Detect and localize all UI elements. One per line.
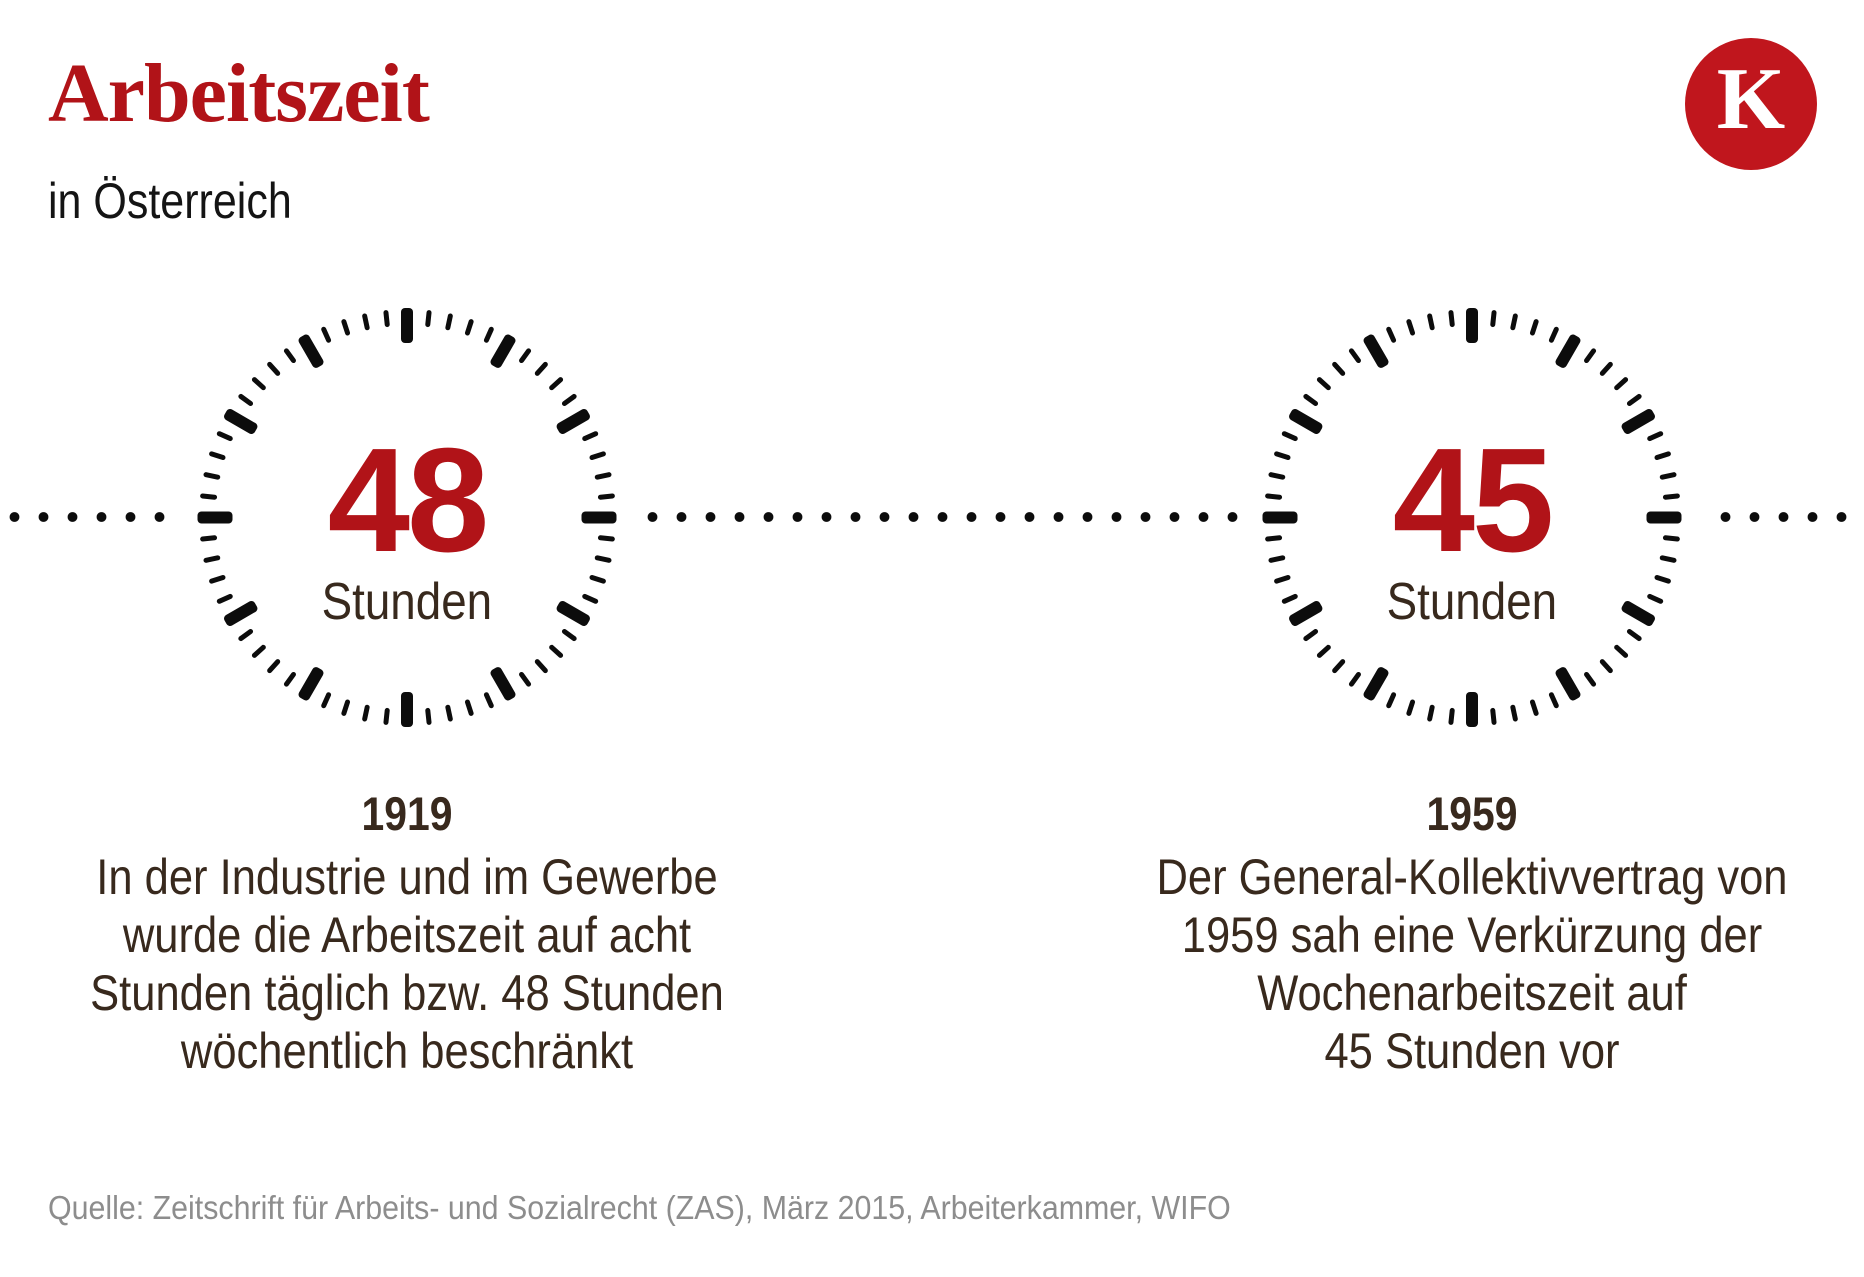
logo-letter: K [1716, 51, 1786, 148]
clock-1959: 45 Stunden [1242, 287, 1702, 747]
clock-face-ticks [177, 287, 637, 747]
event-description: In der Industrie und im Gewerbe wurde di… [90, 849, 724, 1079]
hour-tick [1466, 307, 1478, 343]
kurier-logo: K [1685, 38, 1817, 170]
page-subtitle: in Österreich [48, 173, 292, 229]
source-credit: Quelle: Zeitschrift für Arbeits- und Soz… [48, 1189, 1231, 1226]
page-title: Arbeitszeit [48, 47, 430, 140]
event-1919-text: 1919 In der Industrie und im Gewerbe wur… [76, 788, 737, 1080]
event-year: 1959 [1426, 787, 1518, 840]
clock-label: 48 Stunden [177, 287, 637, 747]
clock-1919: 48 Stunden [177, 287, 637, 747]
clock-label: 45 Stunden [1242, 287, 1702, 747]
event-year: 1919 [361, 787, 453, 840]
hour-tick [401, 307, 413, 343]
hours-unit-label: Stunden [1386, 573, 1558, 632]
hours-value: 45 [1392, 417, 1555, 583]
event-description: Der General-Kollektivvertrag von 1959 sa… [1156, 849, 1788, 1079]
hours-unit-label: Stunden [321, 573, 493, 632]
hours-value: 48 [327, 417, 490, 583]
clock-face-ticks [1242, 287, 1702, 747]
event-1959-text: 1959 Der General-Kollektivvertrag von 19… [1141, 788, 1802, 1080]
